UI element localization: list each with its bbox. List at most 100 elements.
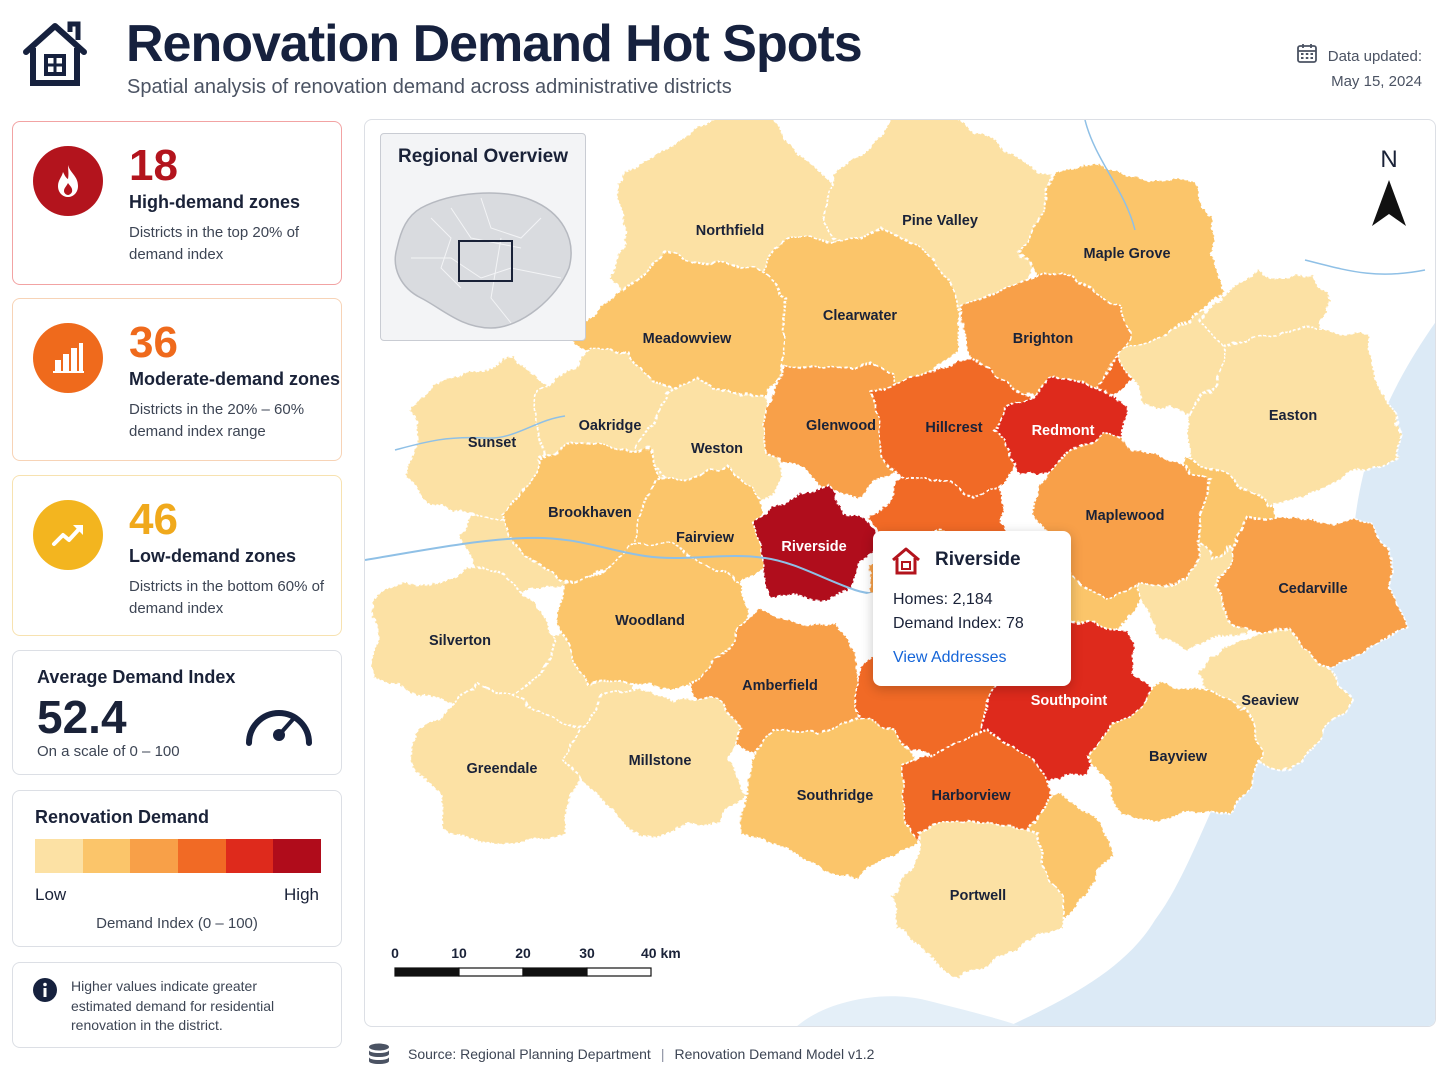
tooltip-demand-index: Demand Index: 78: [893, 615, 1024, 632]
district-label: Hillcrest: [925, 420, 982, 436]
house-icon: [23, 21, 87, 86]
updated-date: May 15, 2024: [1331, 73, 1422, 90]
district-label: Weston: [691, 441, 743, 457]
legend-high-label: High: [284, 885, 319, 904]
district-easton[interactable]: [1184, 327, 1401, 508]
north-arrow-icon: [1372, 180, 1406, 226]
overview-minimap: [394, 192, 572, 329]
district-label: Sunset: [468, 435, 517, 451]
district-label: Woodland: [615, 613, 685, 629]
gauge-icon: [246, 710, 312, 746]
scale-label: 10: [451, 945, 467, 961]
river-branch: [394, 415, 566, 451]
footer-model: Renovation Demand Model v1.2: [674, 1046, 875, 1062]
overview-region-shape: [394, 192, 572, 329]
district-label: Harborview: [932, 788, 1012, 804]
district-tooltip: Riverside Homes: 2,184 Demand Index: 78 …: [873, 531, 1071, 686]
district-label: Glenwood: [806, 418, 876, 434]
legend-title: Renovation Demand: [35, 807, 210, 827]
footer-text: Source: Regional Planning Department | Ren…: [408, 1046, 874, 1062]
district-label: Southpoint: [1031, 693, 1108, 709]
scale-label: 40 km: [641, 945, 681, 961]
district-label: Cedarville: [1278, 581, 1347, 597]
updated-label: Data updated:: [1327, 48, 1422, 65]
database-icon: [369, 1043, 389, 1064]
legend-caption: Demand Index (0 – 100): [96, 915, 258, 932]
district-label: Fairview: [676, 530, 735, 546]
map-panel[interactable]: Northfield Pine Valley Maple Grove Clearwat…: [364, 119, 1436, 1027]
district-hillcrest[interactable]: [871, 356, 1041, 500]
legend-card: Renovation Demand Low High Demand Index …: [12, 790, 342, 947]
district-millstone[interactable]: [560, 686, 747, 841]
moderate-demand-desc: Districts in the 20% – 60% demand index …: [129, 401, 305, 440]
north-arrow: N: [1369, 146, 1409, 228]
district-polygons: [372, 120, 1407, 980]
data-updated: Data updated: May 15, 2024: [1328, 44, 1422, 94]
average-scale: On a scale of 0 – 100: [37, 743, 180, 760]
bay-area: [797, 996, 1020, 1026]
scale-segment: [586, 967, 652, 977]
scale-label: 0: [391, 945, 399, 961]
high-demand-count: 18: [129, 141, 178, 190]
district-riverside[interactable]: [751, 487, 884, 604]
house-icon: [892, 547, 920, 575]
district-label: Bayview: [1149, 749, 1208, 765]
scale-label: 20: [515, 945, 531, 961]
district-label: Maplewood: [1086, 508, 1165, 524]
district-label: Millstone: [629, 753, 692, 769]
calendar-icon: [1297, 44, 1317, 63]
district-label: Oakridge: [579, 418, 642, 434]
trend-up-icon: [33, 500, 103, 570]
low-demand-desc: Districts in the bottom 60% of demand in…: [129, 578, 325, 617]
scale-segment: [458, 967, 524, 977]
district-label: Southridge: [797, 788, 874, 804]
average-value: 52.4: [37, 691, 127, 743]
low-demand-card: 46 Low-demand zones Districts in the bot…: [12, 475, 342, 636]
overview-extent-box: [458, 240, 513, 282]
scale-bar: 0 10 20 30 40 km: [391, 945, 681, 977]
district-portwell[interactable]: [889, 817, 1064, 980]
overview-title: Regional Overview: [397, 146, 568, 167]
info-note-card: Higher values indicate greater estimated…: [12, 962, 342, 1048]
page-title: Renovation Demand Hot Spots: [126, 15, 863, 73]
tooltip-title: Riverside: [935, 549, 1021, 570]
district-label: Silverton: [429, 633, 491, 649]
bar-chart-icon: [33, 323, 103, 393]
district-label: Meadowview: [643, 331, 732, 347]
average-title: Average Demand Index: [37, 667, 236, 687]
scale-segment: [522, 967, 588, 977]
sea-area: [1009, 322, 1435, 1026]
legend-swatch-3: [130, 839, 179, 873]
district-greendale[interactable]: [412, 683, 592, 845]
district-label: Riverside: [781, 539, 846, 555]
high-demand-card: 18 High-demand zones Districts in the to…: [12, 121, 342, 285]
page-subtitle: Spatial analysis of renovation demand ac…: [127, 76, 732, 98]
district-brighton[interactable]: [959, 270, 1128, 407]
legend-swatch-2: [82, 839, 131, 873]
footer-source: Source: Regional Planning Department: [408, 1046, 651, 1062]
info-icon: [33, 978, 57, 1002]
district-southridge[interactable]: [740, 717, 930, 880]
regional-overview-inset[interactable]: Regional Overview: [380, 133, 586, 341]
district-label: Maple Grove: [1083, 246, 1170, 262]
district-bayview[interactable]: [1087, 679, 1263, 826]
district-label: Portwell: [950, 888, 1006, 904]
district-map[interactable]: Northfield Pine Valley Maple Grove Clearwat…: [365, 120, 1436, 1027]
legend-swatch-4: [178, 839, 226, 873]
view-addresses-link[interactable]: View Addresses: [893, 649, 1007, 666]
high-demand-title: High-demand zones: [129, 192, 301, 212]
low-demand-count: 46: [129, 495, 178, 544]
tooltip-pointer: [831, 592, 875, 630]
legend-low-label: Low: [35, 885, 67, 904]
moderate-demand-title: Moderate-demand zones: [129, 369, 341, 389]
district-maplewood[interactable]: [1030, 429, 1212, 597]
flame-icon: [33, 146, 103, 216]
scale-label: 30: [579, 945, 595, 961]
district-label: Easton: [1269, 408, 1317, 424]
average-demand-card: Average Demand Index 52.4 On a scale of …: [12, 650, 342, 775]
district-label: Redmont: [1032, 423, 1095, 439]
legend-color-ramp: [35, 839, 322, 873]
district-cedarville[interactable]: [1213, 515, 1407, 673]
legend-swatch-6: [273, 839, 322, 873]
district-label: Brighton: [1013, 331, 1073, 347]
